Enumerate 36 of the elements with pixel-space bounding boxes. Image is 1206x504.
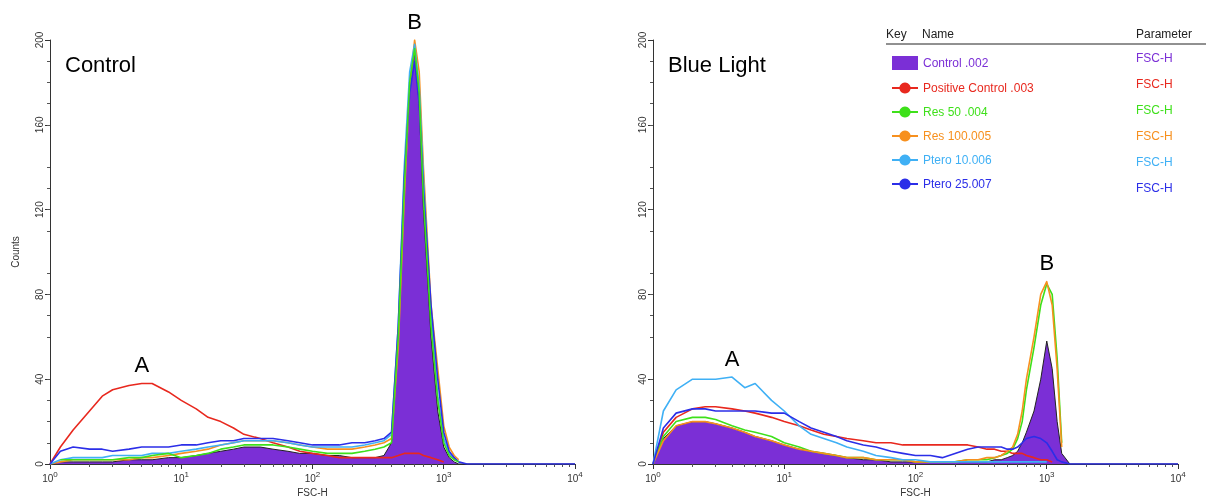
y-tick-label: 160 — [636, 116, 648, 134]
y-tick-label: 40 — [33, 373, 45, 385]
annotation: FSC-H — [1136, 51, 1173, 65]
x-axis-title: FSC-H — [900, 487, 931, 499]
text: Blue Light — [668, 51, 766, 77]
annotation: B — [407, 8, 422, 34]
annotation: FSC-H — [1136, 129, 1173, 143]
legend-label: Ptero 10.006 — [923, 153, 993, 167]
y-tick-label: 200 — [636, 31, 648, 49]
y-axis-title: Counts — [9, 236, 21, 268]
legend-label: Control .002 — [923, 56, 989, 70]
y-tick-label: 0 — [33, 460, 45, 467]
legend-label: Ptero 25.007 — [923, 177, 993, 191]
legend-label: Res 50 .004 — [923, 105, 989, 119]
annotation: B — [1039, 250, 1055, 276]
legend-label: Res 100.005 — [923, 129, 992, 143]
annotation: FSC-H — [1136, 103, 1173, 117]
annotation: Name — [922, 27, 955, 41]
y-tick-label: 120 — [33, 200, 45, 218]
y-tick-label: 80 — [636, 288, 648, 300]
y-tick-label: 120 — [636, 200, 648, 218]
y-tick-label: 0 — [636, 460, 648, 467]
y-tick-label: 200 — [33, 31, 45, 49]
legend-label: Positive Control .003 — [923, 81, 1035, 95]
annotation: Parameter — [1136, 27, 1193, 41]
annotation: FSC-H — [1136, 77, 1173, 91]
annotation: A — [134, 351, 150, 377]
annotation: FSC-H — [1136, 181, 1173, 195]
annotation: FSC-H — [1136, 155, 1173, 169]
y-tick-label: 40 — [636, 373, 648, 385]
annotation: A — [724, 345, 740, 371]
y-tick-label: 80 — [33, 288, 45, 300]
text: Control — [65, 51, 136, 77]
annotation: Key — [886, 27, 907, 41]
x-axis-title: FSC-H — [297, 487, 328, 499]
y-tick-label: 160 — [33, 116, 45, 134]
